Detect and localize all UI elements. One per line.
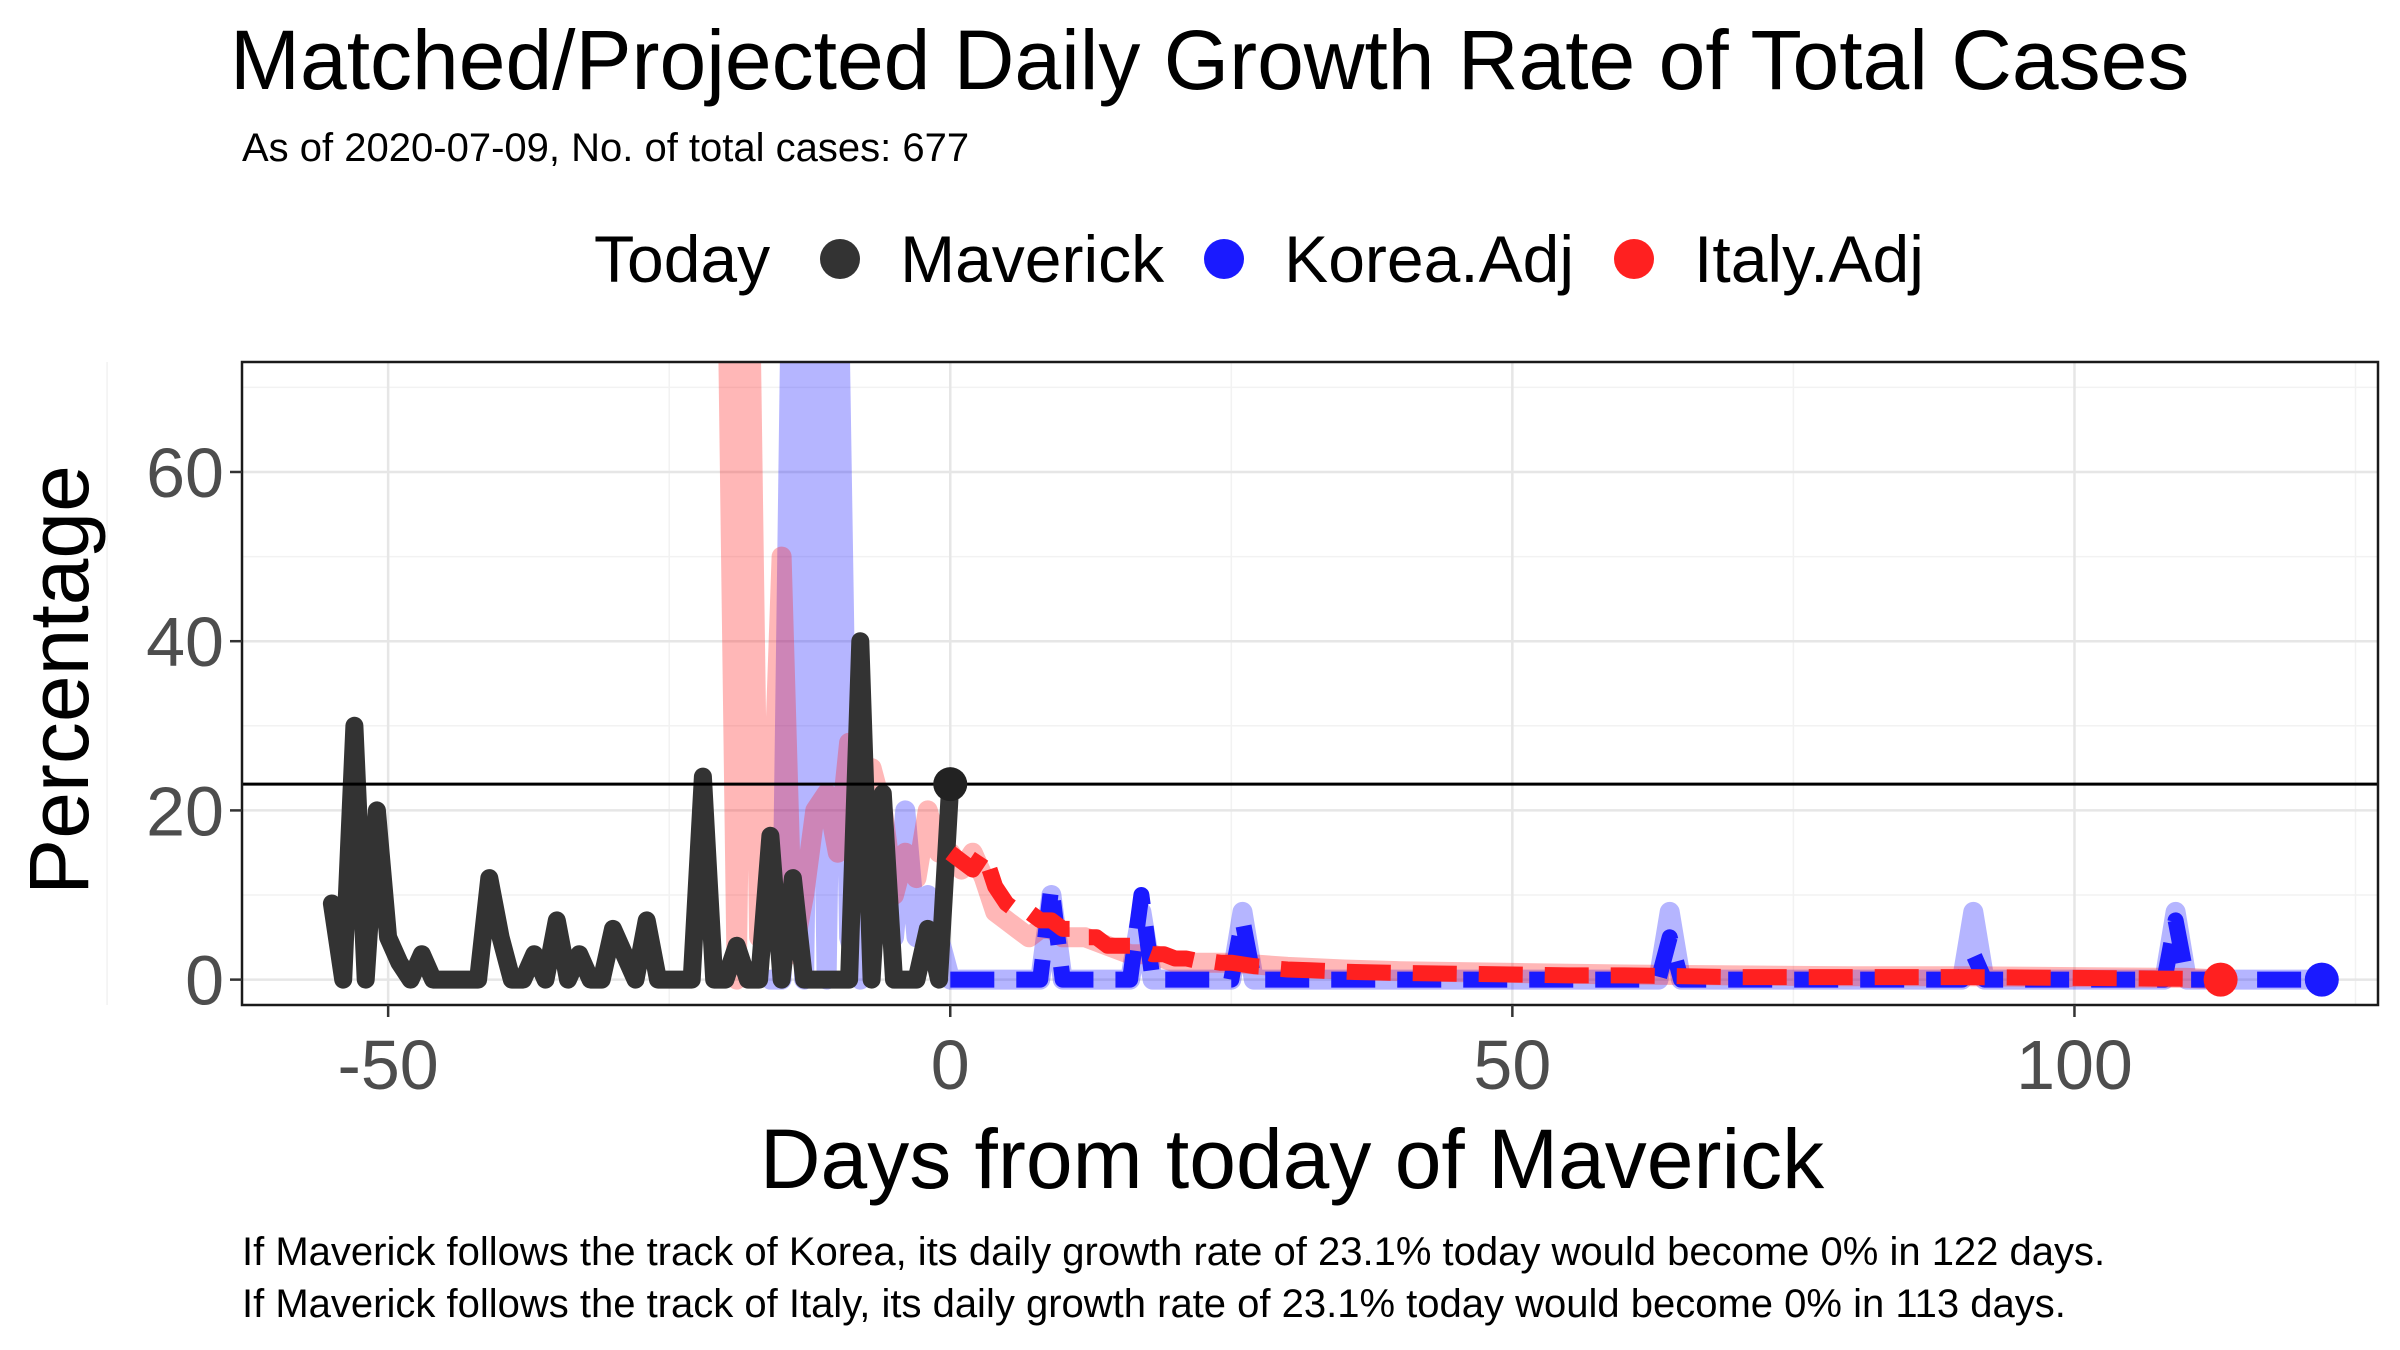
legend-label-korea: Korea.Adj [1284, 222, 1575, 296]
y-tick-label: 20 [146, 772, 224, 850]
y-axis-label: Percentage [12, 465, 106, 895]
legend-item-italy: Italy.Adj [1614, 221, 1924, 297]
series-line-maverick [322, 632, 960, 989]
endpoint-korea-adj [2304, 962, 2339, 997]
caption-line-korea: If Maverick follows the track of Korea, … [242, 1230, 2106, 1274]
x-tick-label: 0 [931, 1026, 970, 1104]
y-tick-label: 0 [185, 942, 224, 1020]
x-tick-label: -50 [338, 1026, 439, 1104]
legend-title: Today [594, 222, 771, 296]
chart-title: Matched/Projected Daily Growth Rate of T… [230, 13, 2190, 107]
x-tick-label: 100 [2016, 1026, 2133, 1104]
y-tick-label: 60 [146, 434, 224, 512]
legend-dot-maverick [820, 239, 861, 279]
caption-line-italy: If Maverick follows the track of Italy, … [242, 1282, 2066, 1326]
legend-dot-korea [1204, 239, 1245, 279]
x-axis-label: Days from today of Maverick [760, 1112, 1825, 1206]
series-line-italy-adj-projected [945, 844, 2221, 988]
endpoint-italy-adj [2203, 962, 2238, 997]
series-layer [242, 362, 2378, 997]
grid-layer [106, 362, 2378, 1005]
legend-label-italy: Italy.Adj [1694, 222, 1924, 296]
legend: Today Maverick Korea.Adj Italy.Adj [594, 214, 1964, 304]
caption: If Maverick follows the track of Korea, … [242, 1226, 2105, 1330]
today-point-maverick [933, 767, 968, 802]
legend-dot-italy [1614, 239, 1655, 279]
legend-item-maverick: Maverick [820, 221, 1164, 297]
y-tick-label: 40 [146, 603, 224, 681]
legend-label-maverick: Maverick [900, 222, 1165, 296]
axis-layer: -50 0 50 100 0 20 40 60 [146, 360, 2380, 1104]
chart-subtitle: As of 2020-07-09, No. of total cases: 67… [242, 126, 970, 170]
legend-item-korea: Korea.Adj [1204, 221, 1574, 297]
panel-background [242, 362, 2378, 1005]
panel-border [240, 360, 2380, 1007]
series-group [242, 362, 2378, 997]
x-tick-label: 50 [1473, 1026, 1551, 1104]
